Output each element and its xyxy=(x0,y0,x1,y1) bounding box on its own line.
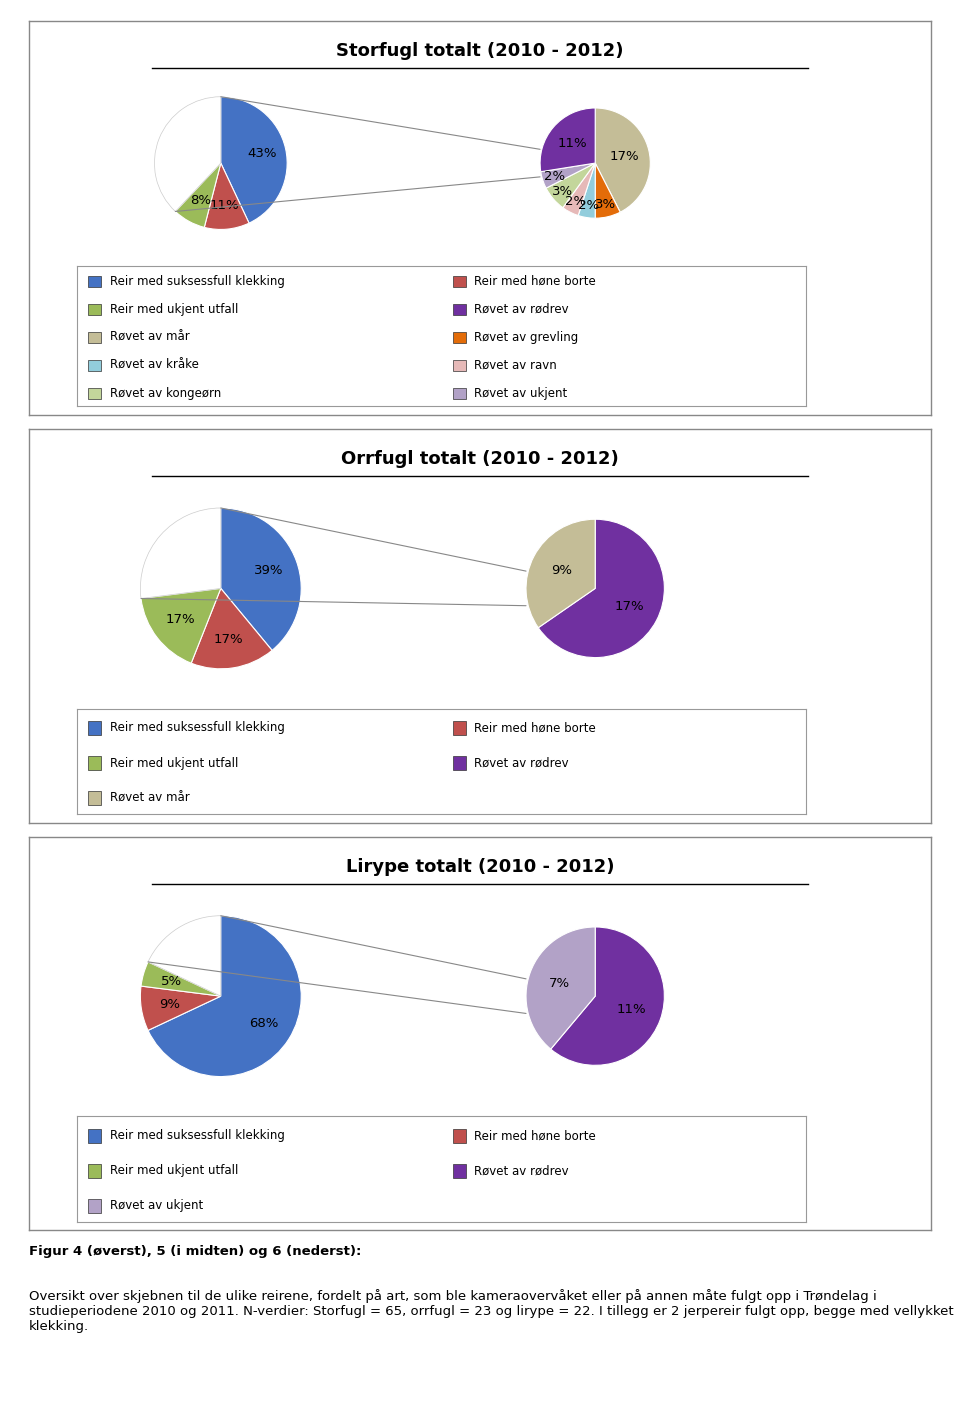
Bar xyxy=(452,304,466,315)
Bar xyxy=(452,332,466,343)
Text: 3%: 3% xyxy=(552,184,573,197)
Wedge shape xyxy=(140,508,221,599)
Text: 3%: 3% xyxy=(594,198,615,211)
Text: Røvet av ravn: Røvet av ravn xyxy=(474,359,557,373)
Text: Røvet av ukjent: Røvet av ukjent xyxy=(109,1199,203,1212)
Text: 7%: 7% xyxy=(549,977,570,990)
Bar xyxy=(452,756,466,770)
Bar xyxy=(87,721,101,735)
Wedge shape xyxy=(141,962,221,995)
Text: Røvet av grevling: Røvet av grevling xyxy=(474,330,579,344)
Wedge shape xyxy=(526,927,595,1049)
Bar xyxy=(87,792,101,806)
Text: Røvet av rødrev: Røvet av rødrev xyxy=(474,1164,569,1177)
Bar xyxy=(87,1164,101,1178)
Wedge shape xyxy=(595,108,650,212)
Bar xyxy=(87,360,101,371)
Bar xyxy=(87,304,101,315)
Text: 8%: 8% xyxy=(190,194,211,207)
Text: Røvet av kråke: Røvet av kråke xyxy=(109,359,199,373)
Text: Reir med suksessfull klekking: Reir med suksessfull klekking xyxy=(109,1129,284,1142)
Wedge shape xyxy=(148,915,301,1077)
Wedge shape xyxy=(221,97,287,224)
Wedge shape xyxy=(204,163,249,229)
Text: Reir med høne borte: Reir med høne borte xyxy=(474,274,596,288)
Bar xyxy=(452,721,466,735)
Text: Røvet av ukjent: Røvet av ukjent xyxy=(474,387,567,401)
Text: 39%: 39% xyxy=(254,564,284,578)
Text: 68%: 68% xyxy=(250,1017,279,1031)
Wedge shape xyxy=(551,927,664,1066)
Text: Røvet av rødrev: Røvet av rødrev xyxy=(474,302,569,316)
Bar xyxy=(87,1129,101,1143)
Wedge shape xyxy=(176,163,221,228)
Text: Reir med ukjent utfall: Reir med ukjent utfall xyxy=(109,1164,238,1177)
Text: 17%: 17% xyxy=(165,613,195,627)
Wedge shape xyxy=(539,519,664,658)
Wedge shape xyxy=(563,163,595,215)
Wedge shape xyxy=(155,97,221,211)
Text: 5%: 5% xyxy=(161,976,182,988)
Text: 43%: 43% xyxy=(248,148,277,160)
Text: Oversikt over skjebnen til de ulike reirene, fordelt på art, som ble kameraoverv: Oversikt over skjebnen til de ulike reir… xyxy=(29,1289,953,1333)
Bar xyxy=(87,1199,101,1213)
Text: 2%: 2% xyxy=(543,170,564,183)
Text: 2%: 2% xyxy=(578,200,599,212)
Bar xyxy=(87,276,101,287)
Wedge shape xyxy=(595,163,620,218)
Text: Reir med høne borte: Reir med høne borte xyxy=(474,1129,596,1142)
Text: 2%: 2% xyxy=(565,195,587,208)
Wedge shape xyxy=(148,915,221,995)
Bar xyxy=(87,388,101,399)
Text: 9%: 9% xyxy=(159,998,180,1011)
Text: 17%: 17% xyxy=(614,599,644,613)
Text: 17%: 17% xyxy=(214,633,244,645)
Text: 9%: 9% xyxy=(551,564,572,578)
Text: Reir med suksessfull klekking: Reir med suksessfull klekking xyxy=(109,721,284,734)
Bar xyxy=(452,276,466,287)
Text: Figur 4 (øverst), 5 (i midten) og 6 (nederst):: Figur 4 (øverst), 5 (i midten) og 6 (ned… xyxy=(29,1246,361,1258)
Text: Reir med ukjent utfall: Reir med ukjent utfall xyxy=(109,302,238,316)
Wedge shape xyxy=(526,519,595,627)
Text: 17%: 17% xyxy=(610,149,639,163)
Text: 11%: 11% xyxy=(616,1002,646,1015)
Wedge shape xyxy=(540,108,595,172)
Text: Røvet av kongeørn: Røvet av kongeørn xyxy=(109,387,221,401)
Text: 11%: 11% xyxy=(558,136,587,150)
Bar xyxy=(87,332,101,343)
Text: Reir med suksessfull klekking: Reir med suksessfull klekking xyxy=(109,274,284,288)
Wedge shape xyxy=(540,163,595,188)
Wedge shape xyxy=(191,588,272,669)
Wedge shape xyxy=(140,986,221,1031)
Bar xyxy=(452,1164,466,1178)
Text: Reir med høne borte: Reir med høne borte xyxy=(474,721,596,734)
Text: Orrfugl totalt (2010 - 2012): Orrfugl totalt (2010 - 2012) xyxy=(341,450,619,468)
Bar xyxy=(452,1129,466,1143)
Text: Røvet av mår: Røvet av mår xyxy=(109,792,189,804)
Text: Storfugl totalt (2010 - 2012): Storfugl totalt (2010 - 2012) xyxy=(336,42,624,60)
Bar xyxy=(87,756,101,770)
Wedge shape xyxy=(141,588,221,664)
Text: Lirype totalt (2010 - 2012): Lirype totalt (2010 - 2012) xyxy=(346,858,614,876)
Bar xyxy=(452,388,466,399)
Text: Røvet av rødrev: Røvet av rødrev xyxy=(474,756,569,769)
Bar xyxy=(452,360,466,371)
Wedge shape xyxy=(578,163,595,218)
Text: Røvet av mår: Røvet av mår xyxy=(109,330,189,344)
Text: 11%: 11% xyxy=(210,198,240,212)
Text: Reir med ukjent utfall: Reir med ukjent utfall xyxy=(109,756,238,769)
Wedge shape xyxy=(221,508,301,651)
Wedge shape xyxy=(546,163,595,208)
